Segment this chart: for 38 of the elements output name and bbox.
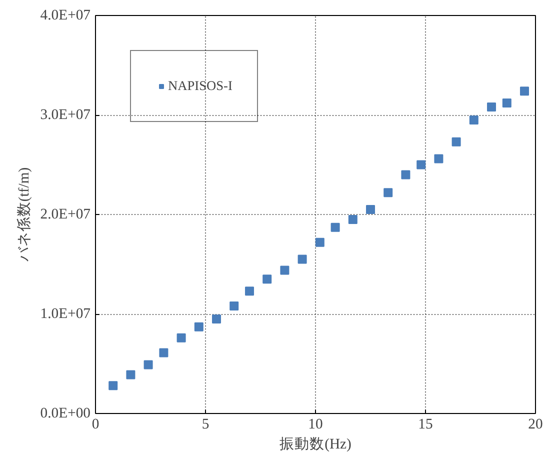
- point: [469, 115, 478, 124]
- point: [502, 98, 512, 108]
- point: [280, 266, 290, 275]
- point: [212, 314, 221, 324]
- point: [366, 205, 375, 214]
- point: [401, 170, 410, 180]
- point: [348, 214, 358, 224]
- point: [126, 370, 136, 380]
- point: [384, 188, 393, 198]
- point: [298, 254, 307, 264]
- y-tick-label: 4.0E+07: [40, 8, 91, 24]
- point: [416, 160, 426, 170]
- point: [262, 274, 272, 284]
- y-tick-label: 0.0E+00: [40, 406, 91, 422]
- x-tick-label: 5: [202, 416, 210, 432]
- y-tick-label: 3.0E+07: [40, 107, 91, 123]
- point: [230, 302, 239, 311]
- y-tick-label: 1.0E+07: [40, 306, 91, 322]
- x-axis-title: 振動数(Hz): [280, 436, 352, 452]
- point: [144, 360, 153, 370]
- x-tick-label: 10: [308, 416, 323, 432]
- legend-label: NAPISOS-I: [168, 78, 232, 94]
- point: [434, 154, 444, 164]
- point: [176, 333, 186, 342]
- y-axis-title: バネ係数(tf/m): [15, 167, 32, 263]
- point: [315, 238, 324, 247]
- point: [487, 102, 496, 112]
- point: [108, 381, 118, 390]
- x-tick-label: 0: [92, 416, 100, 432]
- point: [452, 137, 461, 146]
- point: [159, 348, 168, 358]
- x-tick-label: 20: [528, 416, 543, 432]
- point: [520, 86, 529, 96]
- x-tick-label: 15: [418, 416, 433, 432]
- y-tick-label: 2.0E+07: [40, 206, 91, 222]
- point: [245, 286, 254, 296]
- point: [330, 222, 340, 232]
- point: [194, 322, 204, 332]
